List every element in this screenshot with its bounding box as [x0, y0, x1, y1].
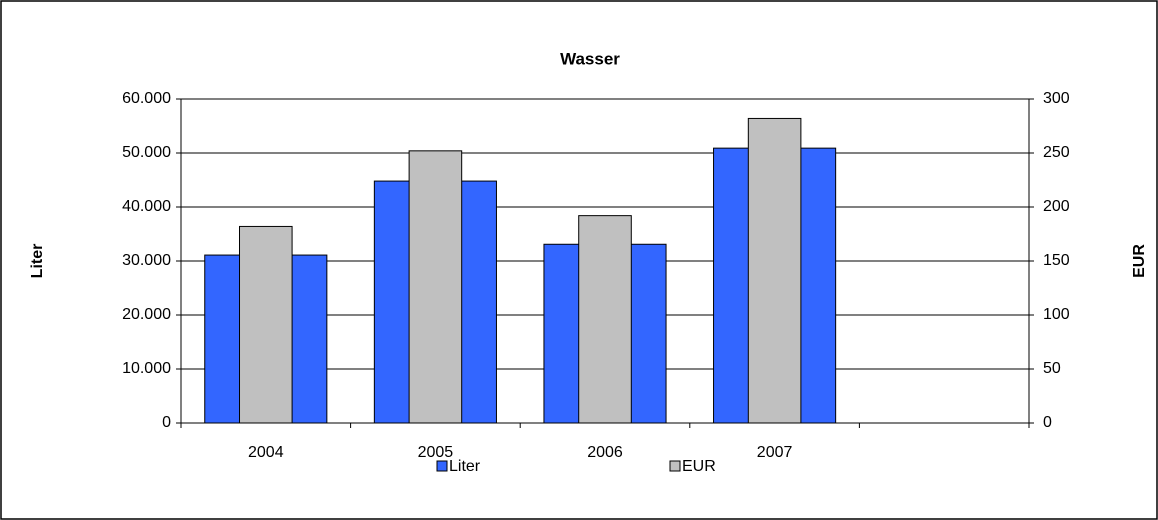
legend-swatch — [436, 460, 448, 472]
bar — [578, 215, 632, 424]
y2-tick-label: 100 — [1043, 306, 1070, 323]
x-tick-label: 2004 — [248, 444, 284, 461]
y2-tick-label: 200 — [1043, 198, 1070, 215]
y2-tick-label: 300 — [1043, 90, 1070, 107]
y-tick-label: 0 — [162, 414, 171, 431]
y-tick-label: 10.000 — [122, 360, 171, 377]
legend-label: EUR — [682, 458, 716, 475]
x-tick-label: 2007 — [757, 444, 793, 461]
legend-swatch — [669, 460, 681, 472]
bar — [747, 117, 802, 424]
legend-label: Liter — [449, 458, 481, 475]
y2-axis-title: EUR — [1131, 244, 1148, 278]
y-tick-label: 40.000 — [122, 198, 171, 215]
bar — [239, 225, 293, 424]
y-axis-title: Liter — [29, 244, 46, 279]
chart-title: Wasser — [560, 49, 620, 68]
y2-tick-label: 50 — [1043, 360, 1061, 377]
y2-tick-label: 150 — [1043, 252, 1070, 269]
y-tick-label: 30.000 — [122, 252, 171, 269]
y2-tick-label: 250 — [1043, 144, 1070, 161]
y2-tick-label: 0 — [1043, 414, 1052, 431]
bar — [408, 150, 463, 424]
y-tick-label: 50.000 — [122, 144, 171, 161]
x-tick-label: 2006 — [587, 444, 623, 461]
y-tick-label: 60.000 — [122, 90, 171, 107]
x-tick-label: 2005 — [418, 444, 454, 461]
y-tick-label: 20.000 — [122, 306, 171, 323]
